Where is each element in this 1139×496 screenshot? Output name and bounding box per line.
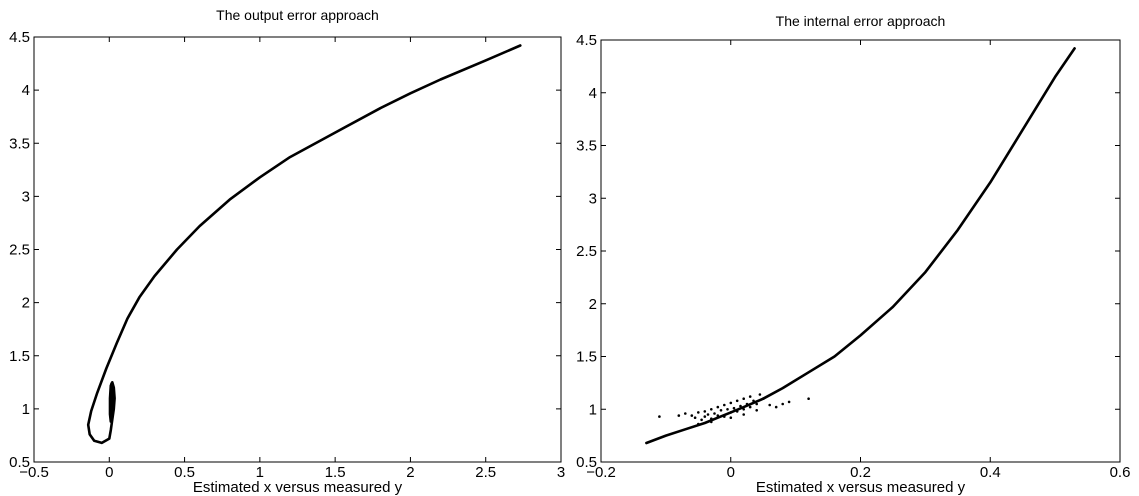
- series-line-0: [86, 44, 522, 445]
- scatter-point: [758, 393, 762, 396]
- scatter-point: [658, 415, 661, 418]
- x-tick-label: 0.5: [174, 464, 195, 481]
- scatter-point: [716, 405, 720, 409]
- x-tick-label: 0.4: [980, 464, 1001, 481]
- y-tick-label: 3.5: [9, 135, 30, 152]
- chart-output-error: The output error approach Estimated x ver…: [9, 7, 565, 496]
- scatter-point: [732, 406, 736, 410]
- scatter-point: [726, 408, 729, 411]
- x-tick-label: 1.5: [325, 464, 346, 481]
- chart-panel-output-error: The output error approach Estimated x ver…: [0, 0, 565, 496]
- scatter-point: [719, 409, 723, 412]
- x-tick-label: −0.5: [19, 464, 49, 481]
- y-tick-label: 1: [589, 401, 597, 418]
- scatter-point: [703, 410, 707, 413]
- scatter-point: [706, 413, 710, 416]
- x-tick-label: 0.2: [850, 464, 871, 481]
- scatter-point: [729, 411, 733, 414]
- scatter-point: [703, 415, 707, 418]
- scatter-point: [729, 416, 733, 420]
- scatter-point: [742, 408, 745, 411]
- series-line-0: [645, 47, 1076, 445]
- chart-panel-internal-error: The internal error approach Estimated x v…: [565, 0, 1139, 496]
- scatter-point: [755, 409, 758, 412]
- scatter-point: [723, 415, 726, 418]
- scatter-point: [697, 411, 700, 414]
- scatter-point: [700, 418, 703, 422]
- scatter-point: [684, 412, 687, 415]
- x-tick-label: 2.5: [475, 464, 496, 481]
- scatter-point: [742, 413, 745, 416]
- scatter-point: [723, 403, 726, 407]
- y-tick-label: 2.5: [576, 243, 597, 260]
- y-tick-label: 0.5: [9, 454, 30, 471]
- scatter-point: [693, 416, 697, 420]
- scatter-point: [697, 422, 700, 426]
- x-tick-label: 0: [105, 464, 113, 481]
- y-tick-label: 4.5: [9, 29, 30, 46]
- scatter-point: [735, 410, 739, 413]
- x-tick-label: 0: [727, 464, 735, 481]
- chart-title: The output error approach: [216, 7, 379, 23]
- y-tick-label: 1.5: [9, 348, 30, 365]
- y-tick-label: 1.5: [576, 349, 597, 366]
- y-tick-label: 2.5: [9, 242, 30, 259]
- scatter-point: [713, 412, 716, 415]
- y-tick-label: 4: [589, 85, 597, 102]
- scatter-point: [735, 399, 739, 403]
- scatter-point: [748, 405, 752, 409]
- scatter-point: [729, 401, 733, 405]
- scatter-point: [745, 402, 749, 406]
- x-tick-label: 3: [557, 464, 565, 481]
- scatter-point: [752, 399, 755, 403]
- y-tick-label: 2: [589, 296, 597, 313]
- y-tick-label: 3.5: [576, 138, 597, 155]
- scatter-point: [710, 408, 713, 411]
- scatter-point: [787, 400, 791, 404]
- x-tick-label: 2: [406, 464, 414, 481]
- scatter-point: [677, 414, 681, 417]
- x-axis-label: Estimated x versus measured y: [756, 479, 966, 496]
- scatter-point: [690, 414, 694, 417]
- y-tick-label: 1: [22, 401, 30, 418]
- scatter-point: [739, 404, 742, 408]
- scatter-point: [768, 403, 771, 407]
- scatter-point: [710, 420, 713, 424]
- x-axis-label: Estimated x versus measured y: [193, 479, 403, 496]
- scatter-point: [807, 397, 810, 401]
- scatter-point: [761, 397, 765, 401]
- scatter-point: [710, 417, 713, 421]
- x-tick-label: 1: [256, 464, 264, 481]
- scatter-point: [755, 402, 758, 406]
- scatter-point: [774, 405, 778, 409]
- scatter-point: [742, 397, 745, 401]
- y-tick-label: 0.5: [576, 454, 597, 471]
- y-tick-label: 4.5: [576, 32, 597, 49]
- scatter-point: [748, 395, 752, 398]
- y-tick-label: 2: [22, 295, 30, 312]
- chart-title: The internal error approach: [776, 13, 946, 29]
- y-tick-label: 3: [589, 190, 597, 207]
- scatter-point: [716, 414, 720, 417]
- scatter-point: [781, 402, 784, 406]
- y-tick-label: 3: [22, 188, 30, 205]
- x-tick-label: 0.6: [1110, 464, 1131, 481]
- axes-box: [600, 39, 1121, 463]
- y-tick-label: 4: [22, 82, 30, 99]
- chart-internal-error: The internal error approach Estimated x v…: [576, 13, 1131, 496]
- x-tick-label: −0.2: [586, 464, 616, 481]
